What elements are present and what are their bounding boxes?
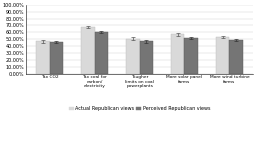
Legend: Actual Republican views, Perceived Republican views: Actual Republican views, Perceived Repub… [67,104,212,113]
Bar [216,37,229,74]
Bar [81,27,95,74]
Bar [185,38,198,74]
Bar [50,42,63,74]
Bar [36,41,50,74]
Bar [229,40,243,74]
Bar [95,32,108,74]
Bar [126,39,140,74]
Bar [140,41,153,74]
Bar [171,35,185,74]
